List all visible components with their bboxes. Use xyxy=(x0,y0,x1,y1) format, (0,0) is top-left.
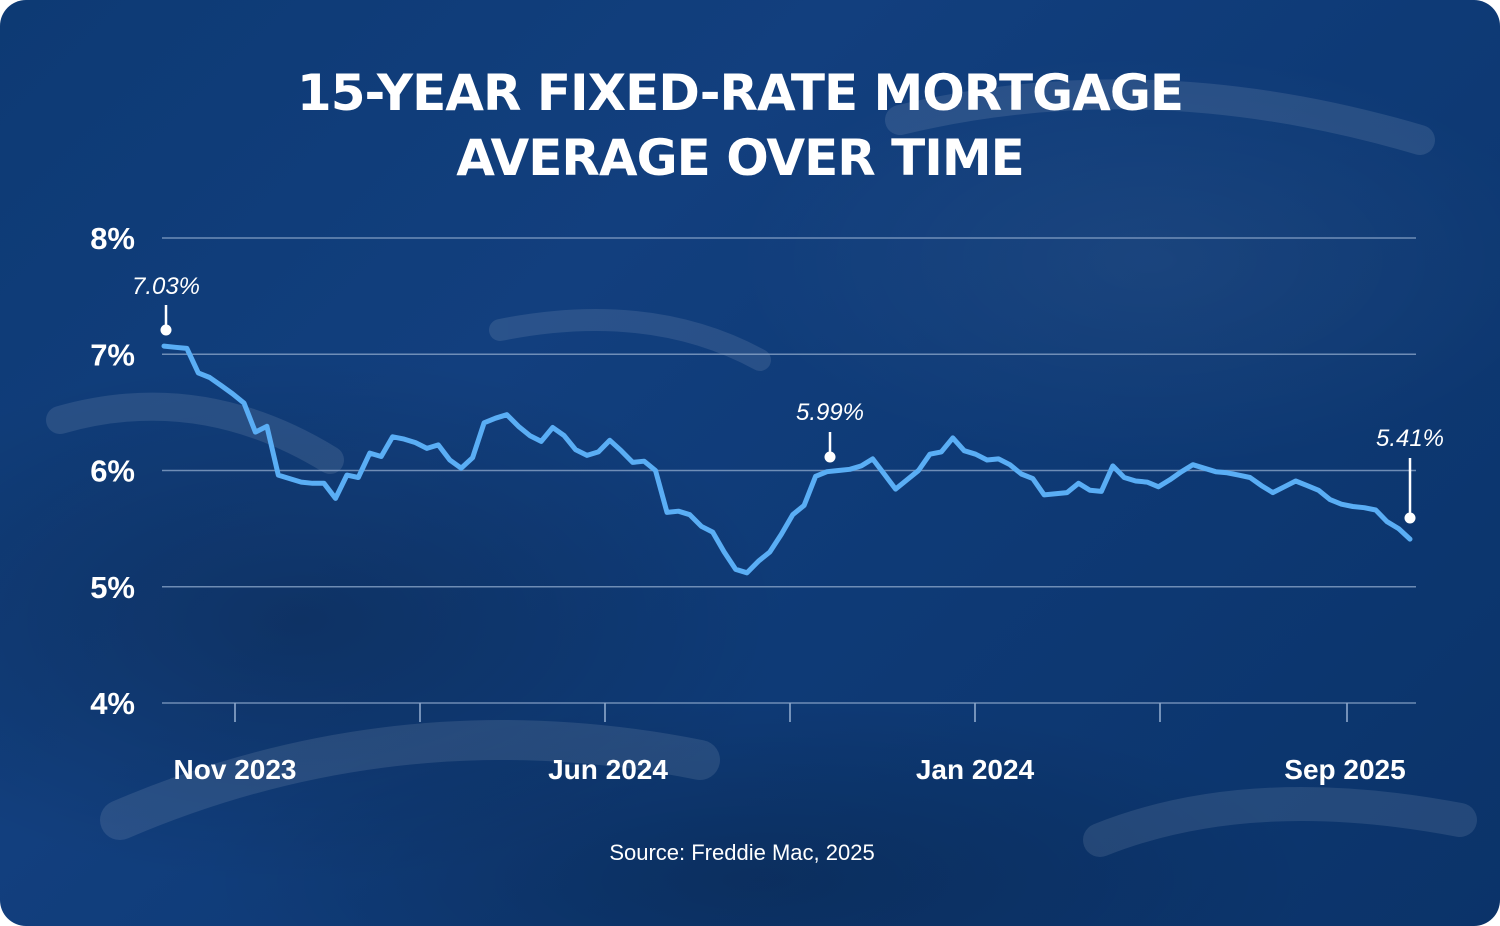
annotation-label: 5.41% xyxy=(1376,425,1444,452)
series-line xyxy=(161,343,1413,576)
y-tick-label: 8% xyxy=(90,221,135,256)
annotation-dot xyxy=(160,324,172,336)
annotation-label: 5.99% xyxy=(796,399,864,426)
x-axis-ticks: Nov 2023 Jun 2024 Jan 2024 Sep 2025 xyxy=(174,703,1406,785)
annotation-dot xyxy=(1404,512,1416,524)
y-axis-ticks: 8% 7% 6% 5% 4% xyxy=(90,221,135,721)
background-texture xyxy=(46,79,1477,857)
y-tick-label: 4% xyxy=(90,686,135,721)
x-tick-label: Sep 2025 xyxy=(1284,754,1405,785)
chart-title-line-1: 15-YEAR FIXED-RATE MORTGAGE xyxy=(297,64,1183,122)
annotation-dot xyxy=(824,451,836,463)
source-note: Source: Freddie Mac, 2025 xyxy=(609,840,874,865)
x-tick-label: Nov 2023 xyxy=(174,754,297,785)
y-tick-label: 6% xyxy=(90,454,135,489)
annotations: 7.03% 5.99% 5.41% xyxy=(132,273,1444,524)
x-tick-label: Jan 2024 xyxy=(916,754,1035,785)
chart-title-line-2: AVERAGE OVER TIME xyxy=(456,129,1024,187)
y-tick-label: 7% xyxy=(90,337,135,372)
x-tick-label: Jun 2024 xyxy=(548,754,668,785)
series-lines xyxy=(161,343,1413,576)
annotation-label: 7.03% xyxy=(132,273,200,300)
y-tick-label: 5% xyxy=(90,570,135,605)
